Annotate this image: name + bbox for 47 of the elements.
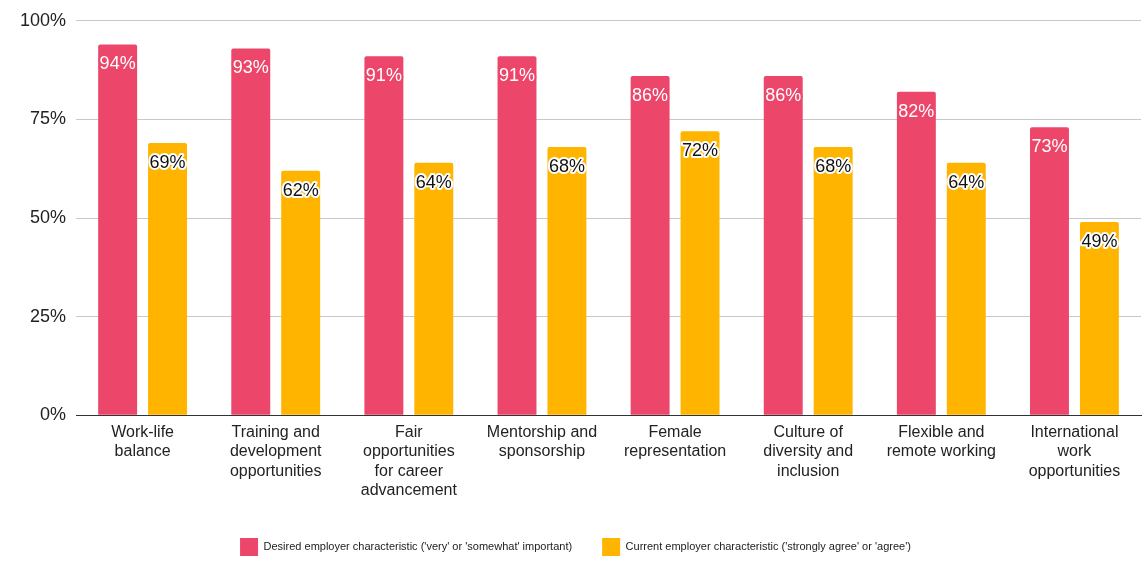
- data-label: 69%: [149, 152, 186, 173]
- bar: [680, 131, 720, 415]
- bar: [1079, 221, 1119, 415]
- y-tick-label: 100%: [19, 9, 67, 30]
- bar: [497, 56, 537, 415]
- bar: [763, 76, 803, 415]
- bar: [547, 147, 587, 415]
- data-label: 91%: [498, 65, 536, 86]
- data-label: 91%: [365, 65, 402, 86]
- bar: [896, 91, 936, 415]
- x-tick-label: Work-life balance: [111, 423, 175, 460]
- x-tick-label: Female representation: [623, 423, 727, 460]
- x-tick-label: International work opportunities: [1028, 423, 1121, 479]
- data-label: 72%: [682, 140, 719, 161]
- y-tick-label: 25%: [30, 305, 67, 326]
- bar: [148, 143, 188, 415]
- x-tick-label: Mentorship and sponsorship: [486, 423, 598, 460]
- bar: [98, 44, 138, 415]
- data-label: 82%: [898, 100, 935, 121]
- x-tick-label: Fair opportunities for career advancement: [360, 423, 458, 498]
- y-tick-label: 0%: [40, 404, 67, 425]
- data-label: 64%: [415, 171, 452, 192]
- bar: [414, 162, 454, 415]
- data-label: 86%: [765, 84, 802, 105]
- data-label: 68%: [815, 155, 852, 176]
- bar: [813, 147, 853, 415]
- data-label: 49%: [1081, 230, 1118, 251]
- x-tick-label: Culture of diversity and inclusion: [763, 423, 854, 479]
- data-label: 68%: [548, 155, 585, 176]
- data-label: 62%: [282, 179, 319, 200]
- data-label: 86%: [632, 84, 669, 105]
- bar: [231, 48, 271, 415]
- x-tick-label: Training and development opportunities: [229, 423, 323, 479]
- legend-label: Current employer characteristic ('strongly agree' or 'agree'): [625, 540, 911, 553]
- bar: [1030, 127, 1069, 415]
- bar: [630, 76, 670, 415]
- data-label: 64%: [948, 171, 985, 192]
- data-label: 94%: [99, 53, 136, 74]
- data-label: 73%: [1031, 136, 1068, 157]
- legend-label: Desired employer characteristic ('very' or 'somewhat' important): [263, 540, 573, 553]
- y-tick-label: 50%: [30, 206, 67, 227]
- bar: [946, 162, 986, 415]
- x-tick-label: Flexible and remote working: [886, 423, 997, 460]
- y-tick-label: 75%: [30, 108, 67, 129]
- bar: [364, 56, 404, 415]
- bar: [281, 170, 321, 415]
- data-label: 93%: [232, 57, 269, 78]
